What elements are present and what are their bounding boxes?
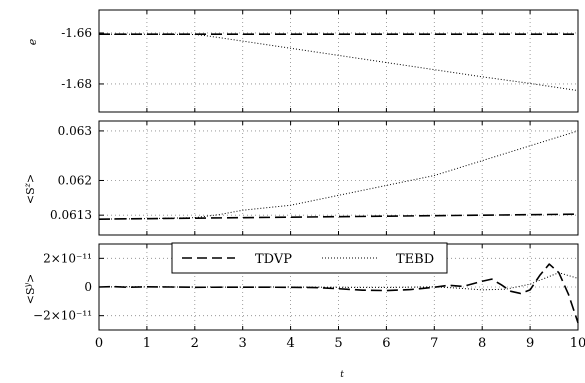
panel-3-ytick-label: 2×10⁻¹¹ (43, 251, 92, 265)
legend-tdvp-label: TDVP (255, 252, 292, 267)
y-label-sz-base: <S (24, 187, 37, 204)
panel-2-series-tdvp (98, 213, 579, 220)
y-label-sz: <Sz> (23, 174, 37, 204)
y-label-sz-sup: z (23, 182, 32, 188)
y-label-sz-close: > (24, 174, 37, 183)
panel-3-ytick-label: −2×10⁻¹¹ (33, 309, 92, 323)
x-axis-label: t (340, 370, 344, 379)
x-tick-label: 6 (382, 336, 390, 351)
panel-2-series-tebd (98, 130, 579, 220)
x-tick-label: 5 (334, 336, 342, 351)
x-tick-label: 3 (239, 336, 247, 351)
legend-tebd-label: TEBD (396, 252, 434, 267)
y-label-sy-sup: y (23, 282, 32, 288)
y-label-sy-close: > (24, 274, 37, 283)
x-tick-label: 9 (526, 336, 534, 351)
panel-1-ytick-label: -1.68 (61, 77, 92, 91)
y-label-e: e (26, 38, 39, 45)
x-tick-label: 4 (286, 336, 294, 351)
legend: TDVP TEBD (171, 242, 448, 274)
x-tick-label: 0 (95, 336, 103, 351)
x-tick-label: 7 (430, 336, 438, 351)
panel-1-frame (98, 9, 579, 113)
y-label-sy: <Sy> (23, 274, 37, 305)
y-label-sy-base: <S (24, 287, 37, 304)
panels: -1.66-1.680.0630.0620.06132×10⁻¹¹0−2×10⁻… (33, 9, 585, 351)
panel-2: 0.063 0.062 0.0613 (50, 120, 579, 236)
panel-3-series-tdvp (98, 263, 579, 324)
x-tick-label: 1 (143, 336, 151, 351)
panel-3-ytick-label: 0 (84, 280, 92, 294)
panel-2-ytick-label: 0.062 (58, 173, 92, 187)
x-tick-label: 2 (191, 336, 199, 351)
x-tick-label: 8 (478, 336, 486, 351)
panel-2-ytick-label: 0.0613 (50, 208, 92, 222)
panel-1-ytick-label: -1.66 (61, 26, 92, 40)
panel-1-series-tebd (99, 33, 579, 92)
x-tick-label: 10 (570, 336, 585, 351)
panel-1: -1.66 -1.68 (61, 9, 579, 113)
panel-2-ytick-label: 0.063 (58, 124, 92, 138)
